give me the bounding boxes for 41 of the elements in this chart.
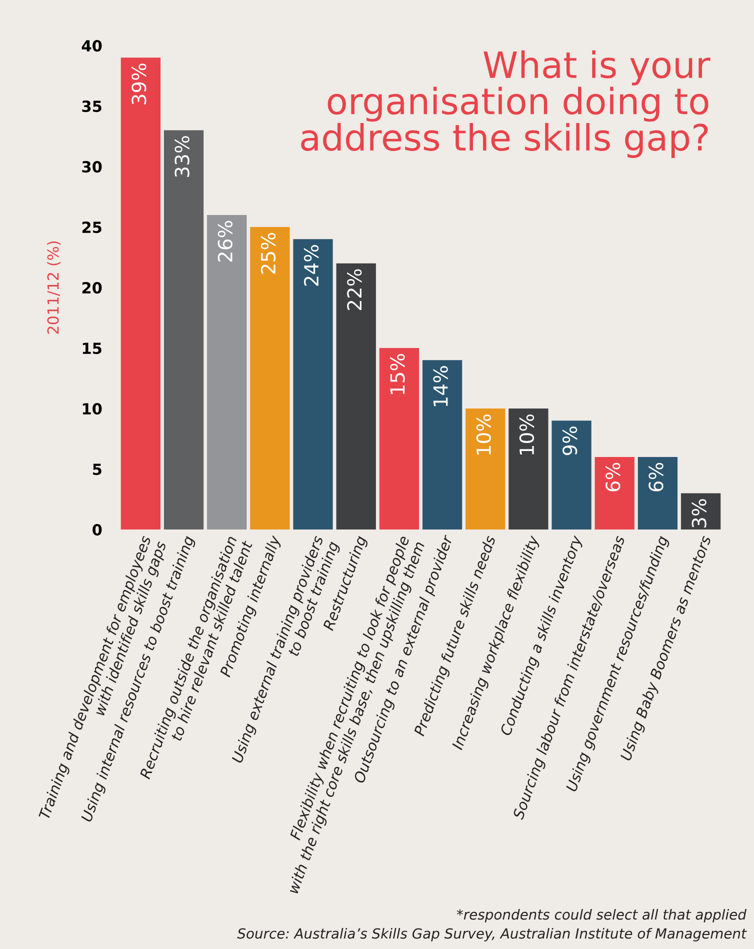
bar xyxy=(379,348,420,530)
bar xyxy=(466,408,506,530)
bar xyxy=(164,130,204,530)
text: What is your organisation doing to address the skills gap? xyxy=(301,50,710,158)
data-label: 10% xyxy=(519,414,534,454)
y-tick-label: 0 xyxy=(92,524,102,536)
y-tick-label: 25 xyxy=(82,222,102,234)
bar xyxy=(638,456,678,530)
data-label: 15% xyxy=(390,354,405,394)
bar xyxy=(293,239,333,530)
bar xyxy=(250,227,290,530)
data-label: 24% xyxy=(304,245,319,286)
y-tick-label: 15 xyxy=(82,342,102,354)
y-tick-label: 20 xyxy=(82,282,102,294)
data-label: 33% xyxy=(174,136,190,177)
bar xyxy=(422,360,462,530)
y-tick-label: 10 xyxy=(82,403,102,415)
data-label: 9% xyxy=(562,426,578,456)
data-label: 10% xyxy=(476,414,491,454)
text: *respondents could select all that applied xyxy=(456,908,747,922)
data-label: 6% xyxy=(648,462,664,492)
y-axis-title: 2011/12 (%) xyxy=(46,241,61,334)
y-tick-label: 35 xyxy=(82,100,102,112)
bar xyxy=(508,408,548,530)
data-label: 39% xyxy=(132,64,146,104)
bar xyxy=(336,263,376,530)
bar xyxy=(207,214,247,530)
bar xyxy=(680,493,721,530)
bar xyxy=(120,58,160,530)
data-label: 22% xyxy=(347,269,362,310)
data-label: 14% xyxy=(433,366,448,406)
data-label: 26% xyxy=(218,220,232,262)
source-note: Source: Australia’s Skills Gap Survey, Australian Institute of Management xyxy=(237,928,747,942)
data-label: 6% xyxy=(606,462,620,492)
y-tick-label: 30 xyxy=(82,161,102,173)
data-label: 25% xyxy=(260,232,276,274)
y-tick-label: 40 xyxy=(82,40,102,52)
bar xyxy=(552,420,592,530)
bar xyxy=(594,456,634,530)
data-label: 3% xyxy=(692,499,706,528)
y-tick-label: 5 xyxy=(93,464,102,476)
